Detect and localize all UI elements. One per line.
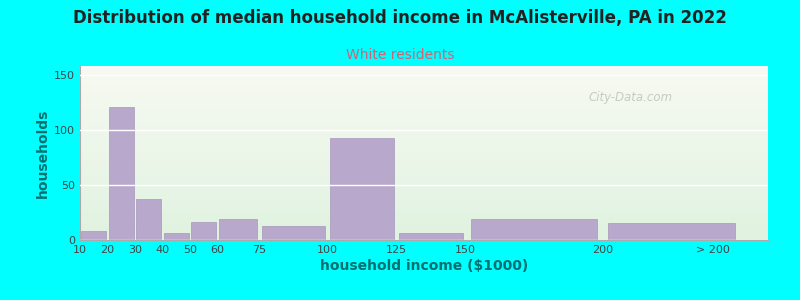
Text: White residents: White residents — [346, 48, 454, 62]
X-axis label: household income ($1000): household income ($1000) — [320, 259, 528, 273]
Bar — [219, 219, 258, 240]
Bar — [470, 219, 598, 240]
Bar — [399, 233, 462, 240]
Bar — [109, 107, 134, 240]
Bar — [330, 138, 394, 240]
Bar — [136, 199, 162, 240]
Y-axis label: households: households — [36, 108, 50, 198]
Text: City-Data.com: City-Data.com — [588, 91, 673, 104]
Bar — [608, 224, 735, 240]
Text: Distribution of median household income in McAlisterville, PA in 2022: Distribution of median household income … — [73, 9, 727, 27]
Bar — [81, 231, 106, 240]
Bar — [191, 222, 217, 240]
Bar — [164, 233, 189, 240]
Bar — [262, 226, 325, 240]
